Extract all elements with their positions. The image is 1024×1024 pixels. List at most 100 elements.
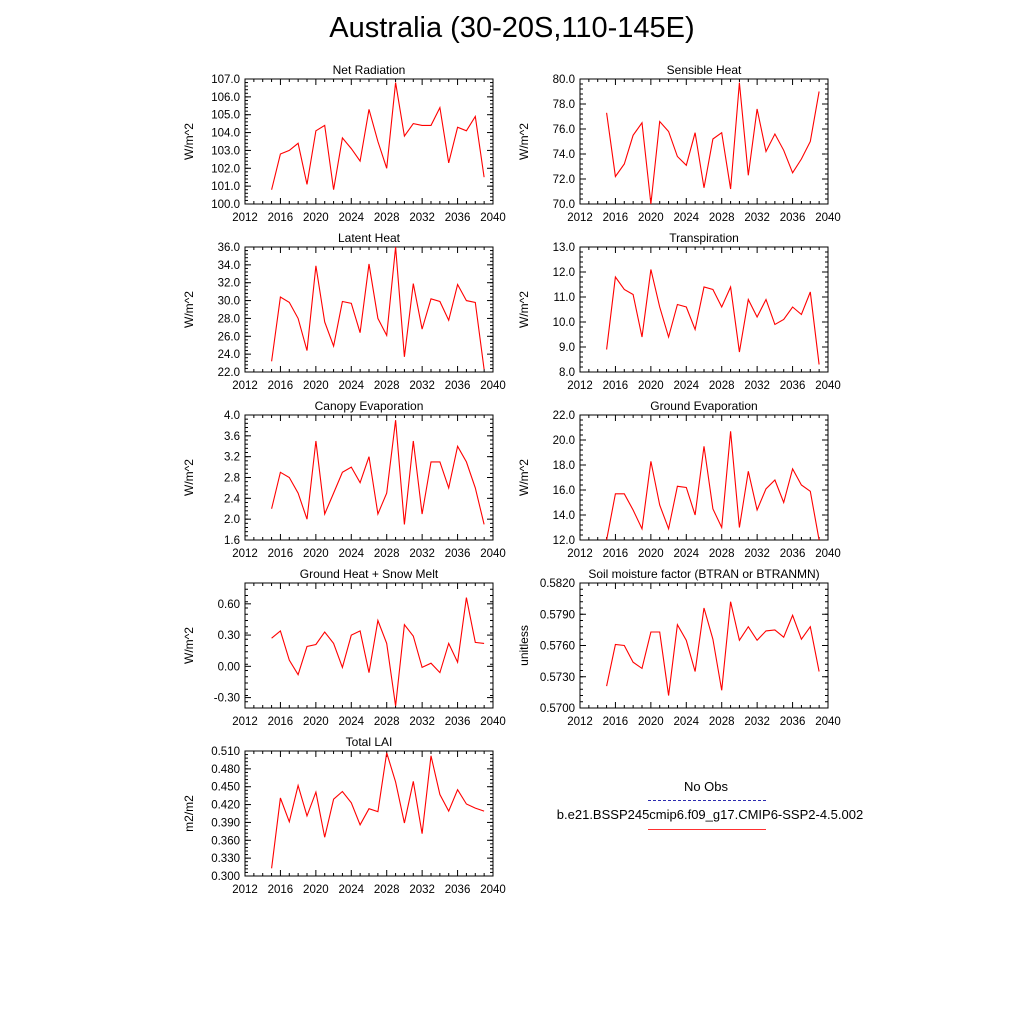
x-tick-label: 2020 bbox=[638, 380, 664, 392]
x-tick-label: 2024 bbox=[338, 380, 364, 392]
series-line bbox=[271, 82, 485, 190]
y-tick-label: 10.0 bbox=[553, 317, 575, 329]
y-tick-label: 0.360 bbox=[211, 835, 240, 847]
x-tick-label: 2012 bbox=[232, 884, 258, 896]
x-tick-label: 2024 bbox=[338, 548, 364, 560]
x-tick-label: 2024 bbox=[673, 716, 699, 728]
x-tick-label: 2032 bbox=[744, 548, 770, 560]
x-tick-label: 2024 bbox=[673, 380, 699, 392]
y-tick-label: 0.5730 bbox=[540, 672, 575, 684]
y-tick-label: 9.0 bbox=[559, 342, 575, 354]
y-axis-label: W/m^2 bbox=[182, 123, 196, 160]
y-tick-label: 2.4 bbox=[224, 493, 241, 505]
x-tick-label: 2020 bbox=[638, 716, 664, 728]
x-tick-label: 2024 bbox=[673, 548, 699, 560]
plot-frame bbox=[244, 414, 494, 541]
chart-panel-3: Latent Heat W/m^2 2012 2016 2020 2024 2028 2032… bbox=[182, 231, 506, 392]
x-tick-label: 2040 bbox=[815, 716, 841, 728]
legend-obs-line bbox=[648, 800, 766, 801]
chart-title: Transpiration bbox=[669, 231, 739, 245]
y-tick-label: 30.0 bbox=[218, 296, 240, 308]
x-tick-label: 2040 bbox=[815, 548, 841, 560]
y-axis-label: m2/m2 bbox=[182, 795, 196, 832]
y-tick-label: 2.8 bbox=[224, 473, 240, 485]
chart-title: Sensible Heat bbox=[667, 63, 742, 77]
y-tick-label: 74.0 bbox=[553, 149, 575, 161]
x-tick-label: 2028 bbox=[709, 548, 735, 560]
x-tick-label: 2040 bbox=[815, 212, 841, 224]
y-tick-label: 0.5820 bbox=[540, 578, 575, 590]
plot-frame bbox=[579, 582, 829, 709]
y-axis-label: W/m^2 bbox=[182, 291, 196, 328]
x-tick-label: 2020 bbox=[638, 212, 664, 224]
y-tick-label: 105.0 bbox=[211, 110, 240, 122]
y-tick-label: 106.0 bbox=[211, 92, 240, 104]
y-axis-label: W/m^2 bbox=[182, 459, 196, 496]
y-tick-label: 104.0 bbox=[211, 128, 240, 140]
y-tick-label: 72.0 bbox=[553, 174, 575, 186]
x-tick-label: 2028 bbox=[374, 716, 400, 728]
chart-panel-2: Sensible Heat W/m^2 2012 2016 2020 2024 2028 20… bbox=[517, 63, 841, 224]
plot-frame bbox=[244, 750, 494, 877]
y-tick-label: 0.00 bbox=[218, 661, 240, 673]
legend-obs-label: No Obs bbox=[683, 779, 729, 794]
y-tick-label: 0.450 bbox=[211, 782, 240, 794]
chart-title: Soil moisture factor (BTRAN or BTRANMN) bbox=[588, 567, 819, 581]
y-tick-label: 34.0 bbox=[218, 260, 240, 272]
y-axis-label: unitless bbox=[517, 625, 531, 666]
x-tick-label: 2032 bbox=[744, 716, 770, 728]
x-tick-label: 2032 bbox=[409, 884, 435, 896]
y-tick-label: 18.0 bbox=[553, 460, 575, 472]
x-tick-label: 2012 bbox=[232, 212, 258, 224]
y-tick-label: 0.60 bbox=[218, 599, 240, 611]
x-tick-label: 2036 bbox=[780, 716, 806, 728]
y-tick-label: 2.0 bbox=[224, 514, 240, 526]
x-tick-label: 2012 bbox=[232, 548, 258, 560]
chart-title: Total LAI bbox=[346, 735, 393, 749]
x-tick-label: 2040 bbox=[480, 212, 506, 224]
chart-title: Ground Evaporation bbox=[650, 399, 757, 413]
y-tick-label: 8.0 bbox=[559, 367, 575, 379]
series-line bbox=[271, 752, 485, 869]
y-tick-label: 20.0 bbox=[553, 435, 575, 447]
x-tick-label: 2016 bbox=[603, 716, 629, 728]
series-line bbox=[271, 420, 485, 525]
y-tick-label: 0.5700 bbox=[540, 703, 575, 715]
chart-panel-5: Canopy Evaporation W/m^2 2012 2016 2020 2024 2… bbox=[182, 399, 506, 560]
x-tick-label: 2036 bbox=[445, 716, 471, 728]
legend-model-label: b.e21.BSSP245cmip6.f09_g17.CMIP6-SSP2-4.… bbox=[556, 807, 864, 822]
x-tick-label: 2024 bbox=[338, 212, 364, 224]
x-tick-label: 2012 bbox=[567, 380, 593, 392]
x-tick-label: 2032 bbox=[409, 380, 435, 392]
chart-panel-6: Ground Evaporation W/m^2 2012 2016 2020 2024 2… bbox=[517, 399, 841, 560]
chart-panel-7: Ground Heat + Snow Melt W/m^2 2012 2016 2020… bbox=[182, 567, 506, 728]
y-tick-label: 32.0 bbox=[218, 278, 240, 290]
y-tick-label: 0.510 bbox=[211, 746, 240, 758]
y-tick-label: 0.5790 bbox=[540, 609, 575, 621]
y-tick-label: 102.0 bbox=[211, 163, 240, 175]
x-tick-label: 2036 bbox=[445, 212, 471, 224]
y-tick-label: 0.5760 bbox=[540, 641, 575, 653]
x-tick-label: 2036 bbox=[780, 212, 806, 224]
y-tick-label: 12.0 bbox=[553, 267, 575, 279]
y-tick-label: 11.0 bbox=[553, 292, 575, 304]
y-tick-label: 1.6 bbox=[224, 535, 240, 547]
y-tick-label: 100.0 bbox=[211, 199, 240, 211]
chart-panel-4: Transpiration W/m^2 2012 2016 2020 2024 2028 20… bbox=[517, 231, 841, 392]
x-tick-label: 2016 bbox=[603, 212, 629, 224]
x-tick-label: 2028 bbox=[374, 884, 400, 896]
x-tick-label: 2036 bbox=[445, 548, 471, 560]
y-tick-label: 12.0 bbox=[553, 535, 575, 547]
x-tick-label: 2036 bbox=[780, 380, 806, 392]
x-tick-label: 2012 bbox=[567, 716, 593, 728]
x-tick-label: 2020 bbox=[303, 212, 329, 224]
x-tick-label: 2024 bbox=[338, 884, 364, 896]
y-tick-label: 0.300 bbox=[211, 871, 240, 883]
y-tick-label: 0.420 bbox=[211, 800, 240, 812]
x-tick-label: 2040 bbox=[480, 548, 506, 560]
series-line bbox=[271, 597, 485, 706]
series-line bbox=[606, 601, 820, 696]
y-tick-label: 0.30 bbox=[218, 630, 240, 642]
x-tick-label: 2012 bbox=[567, 212, 593, 224]
